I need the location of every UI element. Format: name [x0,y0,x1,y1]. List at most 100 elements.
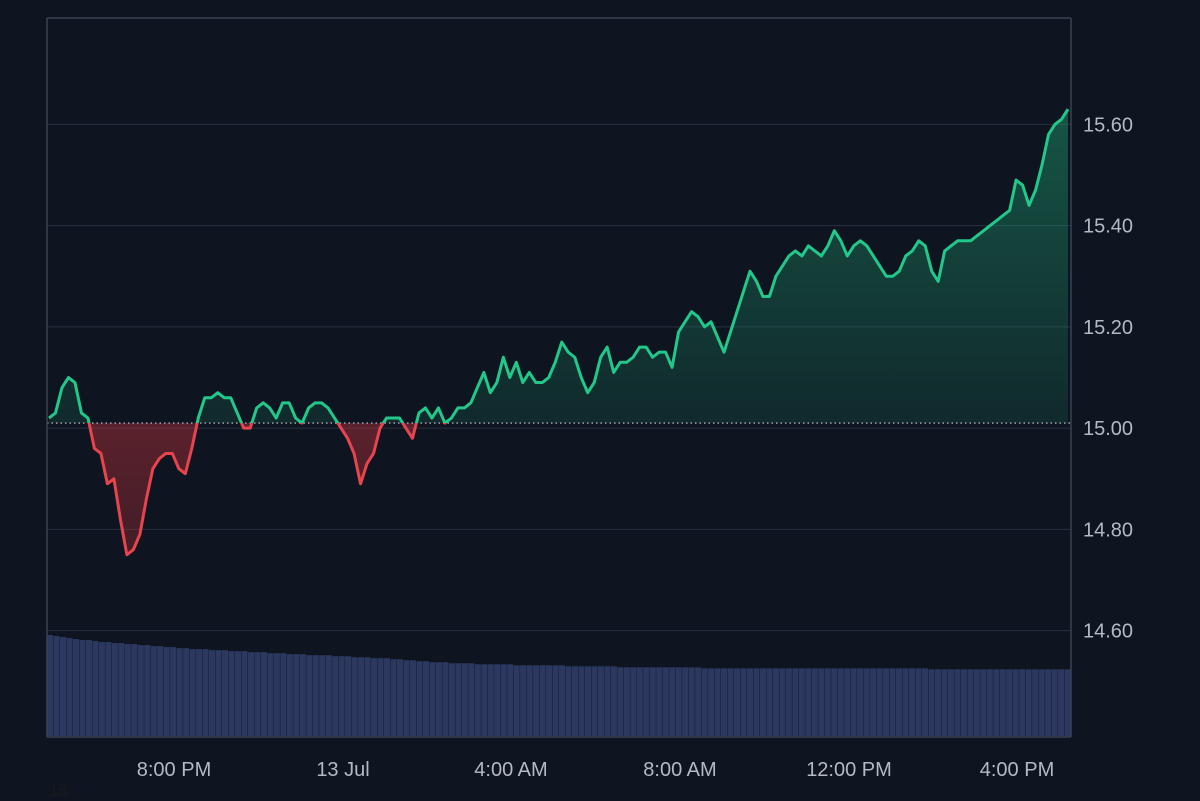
volume-bar [792,668,799,736]
volume-bar [986,669,993,736]
volume-bar [494,664,501,736]
volume-bar [422,661,429,736]
volume-bar [364,657,371,736]
volume-bar [824,668,831,736]
y-tick-label: 15.20 [1083,317,1133,339]
grid-lines [47,123,1071,632]
volume-bar [520,665,527,736]
volume-bar [1019,669,1026,736]
volume-bar [526,665,533,736]
volume-bar [727,668,734,736]
volume-bar [72,639,80,736]
volume-bar [733,668,741,736]
volume-bar [111,643,118,736]
volume-bar [708,668,715,736]
volume-bar [338,656,345,736]
volume-bar [740,668,747,736]
y-tick-label: 15.60 [1083,114,1133,136]
volume-bar [656,667,663,736]
volume-bar [1038,669,1045,736]
volume-bar [468,663,475,736]
volume-bar [947,669,954,736]
volume-bar [196,649,203,736]
volume-bar [351,657,358,736]
volume-bar [850,668,857,736]
volume-bar [306,655,313,736]
volume-bar [954,669,961,736]
volume-bar [47,635,54,736]
volume-bar [584,666,592,736]
volume-bar [908,668,916,736]
volume-bar [844,668,851,736]
volume-bar [701,668,708,736]
volume-bar [649,667,656,736]
volume-bar [85,640,92,736]
volume-bar [79,640,86,736]
volume-bar [435,662,442,736]
volume-bar [682,667,689,736]
volume-bar [811,668,818,736]
volume-bar [688,667,695,736]
volume-bar [267,653,274,736]
volume-bar [837,668,844,736]
volume-bar [429,662,436,736]
volume-bar [831,668,838,736]
y-tick-label: 15.40 [1083,216,1133,238]
x-tick-label: 8:00 PM [137,759,211,781]
volume-bar [286,654,293,736]
volume-bar [416,661,423,736]
volume-bar [332,656,339,736]
volume-bar [448,663,455,736]
volume-bar [960,669,967,736]
volume-bar [714,668,721,736]
volume-bar [870,668,877,736]
volume-bar [934,669,941,736]
volume-bar [980,669,987,736]
volume-bar [98,642,105,736]
volume-bar [999,669,1006,736]
volume-bar [1064,669,1071,736]
volume-bar [183,648,190,736]
volume-bar [883,668,890,736]
volume-bar [578,666,585,736]
volume-bar [409,660,417,736]
volume-bar [669,667,676,736]
volume-bar [779,668,786,736]
volume-bar [766,668,773,736]
volume-bar [857,668,864,736]
volume-bar [299,654,306,736]
volume-bar [695,667,702,736]
volume-bar [1051,669,1058,736]
volume-bar [993,669,1000,736]
volume-bar [455,663,462,736]
volume-bar [234,651,242,736]
volume-bar [241,651,248,736]
volume-bars [47,635,1071,736]
volume-bar [1012,669,1019,736]
volume-bar [59,637,67,736]
x-tick-label: 12:00 PM [806,759,892,781]
volume-bar [1025,669,1032,736]
volume-bar [150,646,157,736]
volume-bar [636,667,643,736]
y-tick-label: 14.80 [1083,519,1133,541]
price-line [48,108,1070,557]
volume-bar [131,644,138,736]
plot-frame [46,17,1072,738]
volume-bar [163,647,170,736]
volume-bar [247,652,254,736]
volume-bar [863,668,870,736]
price-line-above [48,108,1070,424]
volume-bar [552,665,559,736]
volume-bar [746,668,754,736]
volume-bar [215,650,222,736]
volume-bar [442,662,449,736]
volume-bar [396,659,404,736]
volume-bar [124,644,131,736]
x-tick-label: 8:00 AM [643,759,716,781]
y-tick-label: 14.60 [1083,621,1133,643]
volume-bar [176,648,183,736]
volume-bar [902,668,909,736]
volume-bar [721,668,728,736]
